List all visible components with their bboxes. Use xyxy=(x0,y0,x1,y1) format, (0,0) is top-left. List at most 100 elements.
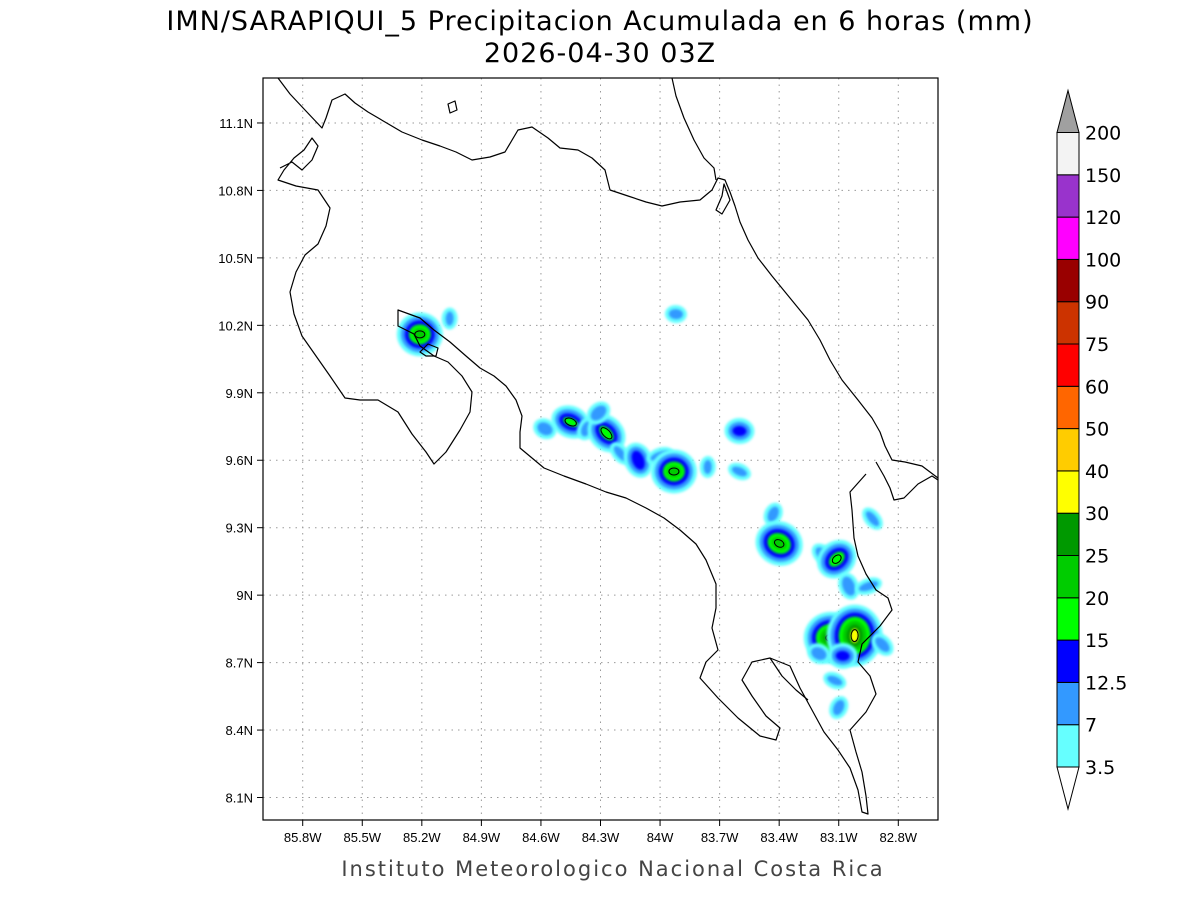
precip-cell xyxy=(823,671,847,690)
map-title: IMN/SARAPIQUI_5 Precipitacion Acumulada … xyxy=(166,6,1033,37)
x-tick-label: 82.8W xyxy=(880,830,918,845)
precip-contour-line xyxy=(600,427,613,440)
y-tick-label: 11.1N xyxy=(219,116,253,131)
precip-cell xyxy=(827,642,858,669)
precip-contour xyxy=(631,450,645,470)
precip-contour xyxy=(850,628,859,643)
colorbar-label: 60 xyxy=(1085,376,1109,398)
colorbar-swatch xyxy=(1056,597,1080,641)
colorbar-label: 3.5 xyxy=(1085,757,1115,779)
x-axis: 85.8W 85.5W 85.2W 84.9W 84.6W 84.3W 84W 83.7W 83… xyxy=(284,820,918,845)
y-tick-label: 8.4N xyxy=(226,723,253,738)
map-subtitle: 2026-04-30 03Z xyxy=(484,38,716,69)
x-tick-label: 83.4W xyxy=(760,830,798,845)
x-tick-label: 85.2W xyxy=(403,830,441,845)
colorbar-swatch xyxy=(1056,512,1080,557)
x-tick-label: 84W xyxy=(647,830,674,845)
colorbar-swatch xyxy=(1056,724,1080,768)
precip-cell xyxy=(586,401,611,425)
colorbar-label: 40 xyxy=(1085,461,1109,483)
y-tick-label: 9N xyxy=(236,588,253,603)
y-tick-label: 9.3N xyxy=(226,521,253,536)
precip-cell xyxy=(862,507,883,530)
x-tick-label: 84.3W xyxy=(582,830,620,845)
precip-contour xyxy=(668,309,683,320)
colorbar-under-arrow xyxy=(1056,766,1080,811)
precip-contour-line xyxy=(773,539,785,548)
colorbar-swatch xyxy=(1056,385,1080,430)
y-tick-label: 10.2N xyxy=(218,318,253,333)
colorbar: 3.5 7 12.5 15 20 25 30 40 50 60 75 90 100 120 150 200 xyxy=(1056,88,1127,811)
precip-contour xyxy=(827,675,843,686)
precip-cell xyxy=(699,455,716,478)
colorbar-swatch xyxy=(1056,216,1080,260)
precip-cell xyxy=(664,305,687,324)
precip-contour xyxy=(842,576,856,596)
y-tick-label: 10.5N xyxy=(218,251,253,266)
colorbar-swatch xyxy=(1056,639,1080,683)
colorbar-label: 15 xyxy=(1085,630,1109,652)
x-tick-label: 83.1W xyxy=(820,830,858,845)
precip-contour xyxy=(537,422,553,436)
precip-contour-line xyxy=(564,417,577,427)
colorbar-label: 120 xyxy=(1085,207,1121,229)
precip-contour xyxy=(703,459,712,474)
x-tick-label: 85.5W xyxy=(343,830,381,845)
precip-cell xyxy=(396,312,443,357)
colorbar-label: 12.5 xyxy=(1085,672,1127,694)
colorbar-swatch xyxy=(1056,428,1080,472)
precip-contour xyxy=(731,466,747,477)
precip-contour-line xyxy=(668,467,680,476)
colorbar-label: 90 xyxy=(1085,292,1109,314)
precip-contour xyxy=(811,647,827,661)
colorbar-swatch xyxy=(1056,132,1080,176)
precip-contour xyxy=(875,637,890,652)
colorbar-over-arrow xyxy=(1056,88,1080,133)
x-tick-label: 83.7W xyxy=(701,830,739,845)
precip-cell xyxy=(838,572,860,600)
precip-contour xyxy=(833,700,845,716)
x-tick-label: 85.8W xyxy=(284,830,322,845)
colorbar-swatch xyxy=(1056,343,1080,387)
precip-cell xyxy=(817,539,857,579)
y-axis: 11.1N 10.8N 10.5N 10.2N 9.9N 9.6N 9.3N 9N 8.7N 8.… xyxy=(218,116,263,806)
y-tick-label: 10.8N xyxy=(218,183,253,198)
precipitation-field xyxy=(396,305,894,720)
y-tick-label: 8.1N xyxy=(226,791,253,806)
precip-cell xyxy=(650,449,697,494)
colorbar-label: 200 xyxy=(1085,123,1121,145)
colorbar-label: 150 xyxy=(1085,165,1121,187)
precip-cell xyxy=(623,442,653,478)
colorbar-label: 20 xyxy=(1085,588,1109,610)
precip-cell xyxy=(807,643,831,665)
colorbar-label: 7 xyxy=(1085,715,1097,737)
precip-cell xyxy=(724,418,755,445)
credit-text: Instituto Meteorologico Nacional Costa R… xyxy=(341,857,884,881)
y-tick-label: 9.9N xyxy=(226,386,253,401)
precip-cell xyxy=(727,462,751,481)
colorbar-swatch xyxy=(1056,301,1080,345)
x-tick-label: 84.6W xyxy=(522,830,560,845)
precip-contour xyxy=(835,650,850,661)
y-tick-label: 8.7N xyxy=(226,656,253,671)
precip-cell xyxy=(755,521,803,566)
precip-contour xyxy=(599,425,614,441)
precip-cell xyxy=(533,418,557,440)
coastline xyxy=(277,78,938,815)
precip-contour-line xyxy=(414,330,426,339)
colorbar-swatch xyxy=(1056,681,1080,726)
colorbar-swatch xyxy=(1056,258,1080,303)
colorbar-swatch xyxy=(1056,174,1080,218)
precip-contour xyxy=(590,405,607,421)
precip-cell xyxy=(441,307,458,330)
precip-contour xyxy=(865,511,880,527)
precip-cell xyxy=(871,633,894,656)
precip-cell xyxy=(763,502,783,526)
precip-contour xyxy=(613,446,627,461)
colorbar-label: 50 xyxy=(1085,419,1109,441)
precip-contour xyxy=(858,581,879,592)
colorbar-label: 100 xyxy=(1085,249,1121,271)
precip-contour xyxy=(445,311,454,326)
colorbar-label: 25 xyxy=(1085,546,1109,568)
